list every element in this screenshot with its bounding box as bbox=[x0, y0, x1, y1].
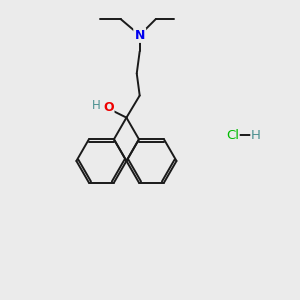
Text: O: O bbox=[103, 101, 113, 114]
Text: H: H bbox=[251, 129, 261, 142]
Text: Cl: Cl bbox=[226, 129, 239, 142]
Text: N: N bbox=[134, 29, 145, 42]
Text: H: H bbox=[92, 99, 101, 112]
